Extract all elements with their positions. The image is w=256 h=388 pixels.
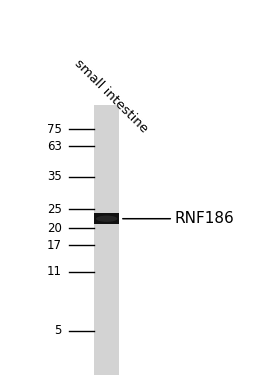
Text: 5: 5 xyxy=(54,324,61,338)
Text: 17: 17 xyxy=(47,239,61,252)
Text: 20: 20 xyxy=(47,222,61,235)
Bar xyxy=(94,213,119,224)
Text: 75: 75 xyxy=(47,123,61,136)
Ellipse shape xyxy=(96,216,117,222)
Bar xyxy=(94,105,119,374)
Text: 11: 11 xyxy=(47,265,61,279)
Text: small intestine: small intestine xyxy=(72,57,151,135)
Text: RNF186: RNF186 xyxy=(174,211,234,226)
Text: 63: 63 xyxy=(47,140,61,153)
Text: 25: 25 xyxy=(47,203,61,216)
Text: 35: 35 xyxy=(47,170,61,184)
